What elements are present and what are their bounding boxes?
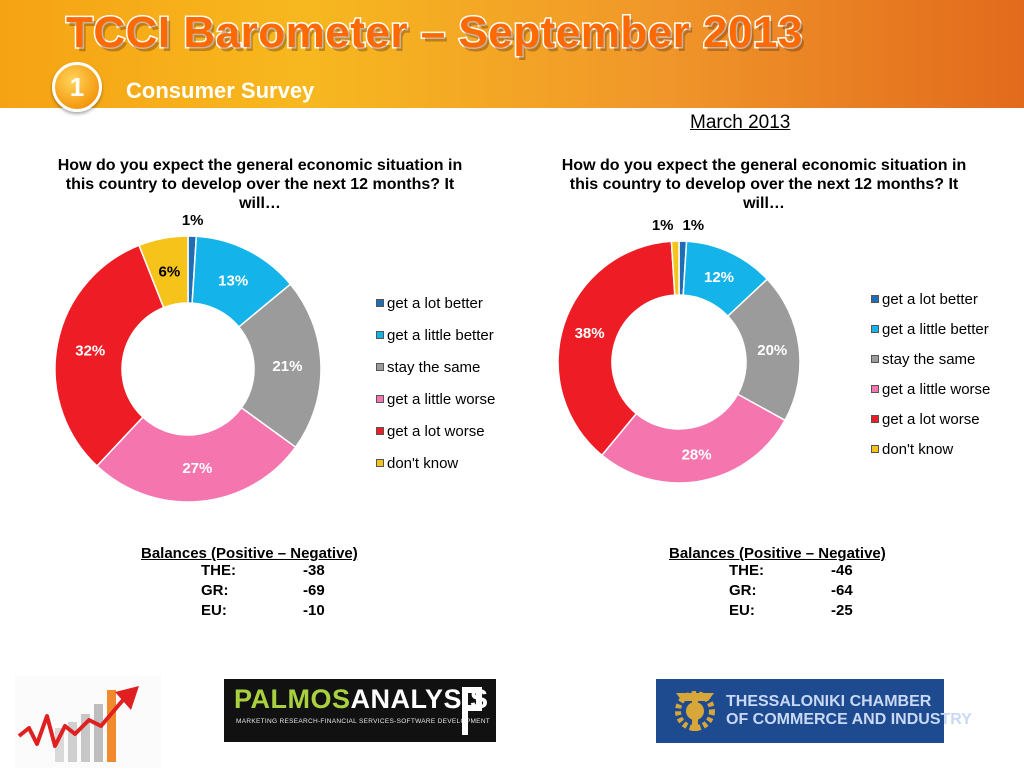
balance-row: THE: -38 (141, 562, 401, 582)
balance-row: EU: -10 (141, 602, 401, 622)
legend-label: don't know (387, 454, 459, 472)
tcci-logo-text: THESSALONIKI CHAMBER OF COMMERCE AND IND… (726, 693, 972, 728)
slice-data-label: 20% (757, 342, 787, 359)
legend-swatch (376, 459, 384, 467)
legend-swatch (871, 445, 879, 453)
legend-item: get a little worse (376, 383, 495, 415)
legend-label: get a lot better (387, 294, 483, 312)
balance-row: GR: -69 (141, 582, 401, 602)
legend-swatch (376, 299, 384, 307)
chamber-emblem-icon (675, 691, 715, 731)
section-number-badge: 1 (52, 62, 102, 112)
legend-item: get a lot better (871, 284, 990, 314)
palmos-logo-tagline: MARKETING RESEARCH-FINANCIAL SERVICES-SO… (236, 718, 491, 725)
right-chart-question: How do you expect the general economic s… (561, 157, 967, 212)
growth-chart-logo (15, 676, 161, 768)
palmos-analysis-logo: PALMOSANALYSIS MARKETING RESEARCH-FINANC… (224, 679, 496, 742)
palmos-p-icon (462, 687, 482, 735)
page-title: TCCI Barometer – September 2013 (65, 7, 804, 59)
slice-data-label: 27% (182, 460, 212, 477)
legend-swatch (376, 331, 384, 339)
donut-slice (600, 393, 787, 484)
left-balances-title: Balances (Positive – Negative) (141, 545, 358, 562)
balance-value: -25 (831, 602, 853, 619)
right-period-label: March 2013 (690, 112, 791, 133)
palmos-logo-name: PALMOSANALYSIS (234, 684, 489, 714)
balance-region: THE: (729, 562, 764, 579)
balance-row: EU: -25 (669, 602, 929, 622)
balance-row: GR: -64 (669, 582, 929, 602)
slice-data-label: 28% (682, 446, 712, 463)
slice-data-label: 1% (652, 217, 674, 234)
donut-slice (237, 283, 322, 449)
legend-item: don't know (871, 434, 990, 464)
legend-label: stay the same (387, 358, 481, 376)
balance-value: -10 (303, 602, 325, 619)
legend-label: stay the same (882, 350, 976, 368)
right-balances: Balances (Positive – Negative) THE: -46 … (669, 545, 929, 622)
slice-data-label: 13% (218, 272, 248, 289)
balance-region: EU: (201, 602, 227, 619)
legend-item: get a lot worse (376, 415, 495, 447)
legend-item: stay the same (376, 351, 495, 383)
left-chart-question: How do you expect the general economic s… (57, 157, 463, 212)
legend-swatch (871, 355, 879, 363)
tcci-logo: THESSALONIKI CHAMBER OF COMMERCE AND IND… (656, 679, 972, 743)
slice-data-label: 12% (704, 269, 734, 286)
slice-data-label: 38% (575, 325, 605, 342)
balance-region: GR: (201, 582, 229, 599)
slice-data-label: 21% (272, 358, 302, 375)
legend-item: get a little worse (871, 374, 990, 404)
balance-region: THE: (201, 562, 236, 579)
balance-value: -69 (303, 582, 325, 599)
donut-slice (95, 406, 297, 503)
legend-swatch (871, 295, 879, 303)
slice-data-label: 32% (75, 342, 105, 359)
legend-item: get a little better (871, 314, 990, 344)
legend-swatch (871, 415, 879, 423)
slice-data-label: 1% (682, 217, 704, 234)
slice-data-label: 6% (159, 263, 181, 280)
slice-data-label: 1% (182, 212, 204, 229)
donut-slice (54, 244, 165, 468)
legend-swatch (376, 363, 384, 371)
legend-item: stay the same (871, 344, 990, 374)
balance-value: -46 (831, 562, 853, 579)
donut-slice (670, 240, 680, 296)
balance-region: GR: (729, 582, 757, 599)
legend-swatch (871, 325, 879, 333)
legend-item: get a lot better (376, 287, 495, 319)
balance-value: -64 (831, 582, 853, 599)
page-subtitle: Consumer Survey (126, 78, 315, 103)
legend-label: don't know (882, 440, 954, 458)
legend-label: get a lot better (882, 290, 978, 308)
legend-label: get a little better (387, 326, 494, 344)
balance-value: -38 (303, 562, 325, 579)
legend-item: don't know (376, 447, 495, 479)
legend-label: get a little worse (387, 390, 496, 408)
right-chart-legend: get a lot better get a little better stay … (871, 284, 990, 464)
legend-swatch (376, 395, 384, 403)
legend-item: get a little better (376, 319, 495, 351)
donut-slice (557, 240, 676, 457)
legend-label: get a little worse (882, 380, 991, 398)
right-balances-title: Balances (Positive – Negative) (669, 545, 886, 562)
legend-label: get a little better (882, 320, 989, 338)
header-banner: TCCI Barometer – September 2013 1 Consum… (0, 0, 1024, 112)
left-balances: Balances (Positive – Negative) THE: -38 … (141, 545, 401, 622)
legend-label: get a lot worse (882, 410, 980, 428)
legend-swatch (376, 427, 384, 435)
legend-item: get a lot worse (871, 404, 990, 434)
legend-label: get a lot worse (387, 422, 485, 440)
balance-row: THE: -46 (669, 562, 929, 582)
donut-slice (138, 235, 189, 309)
balance-region: EU: (729, 602, 755, 619)
legend-swatch (871, 385, 879, 393)
left-chart-legend: get a lot better get a little better stay … (376, 287, 495, 479)
